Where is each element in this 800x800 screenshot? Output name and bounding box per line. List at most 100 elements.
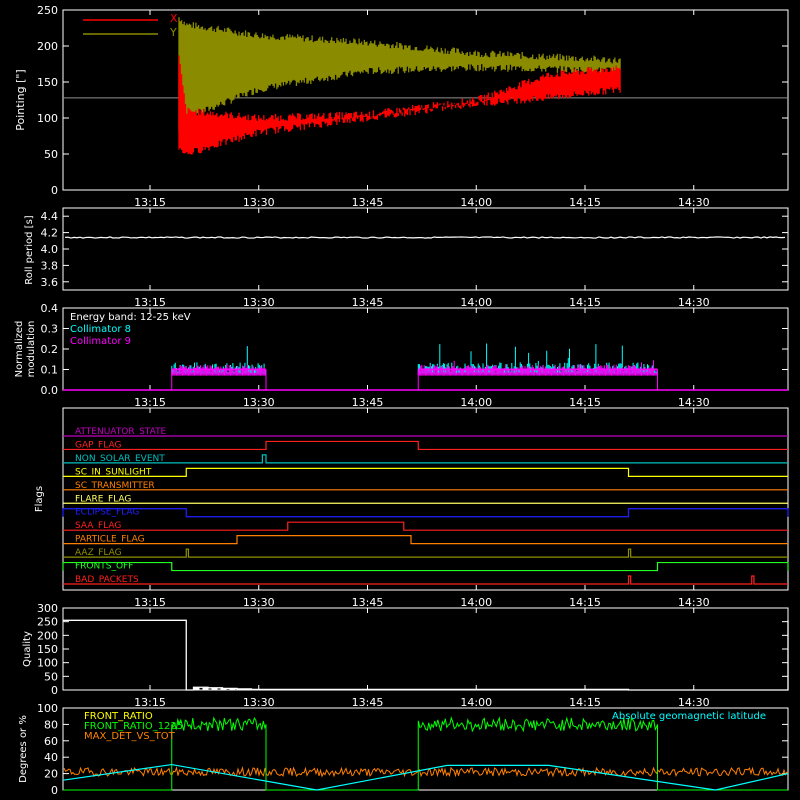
flag-trace-saa-flag [63,521,788,531]
y-tick-label: 4.4 [41,210,59,223]
x-tick-label-4: 14:15 [569,296,601,309]
y-tick-label: 3.6 [41,276,59,289]
roll-period-ylabel: Roll period [s] [24,215,35,284]
x-tick-label-0: 13:15 [134,396,166,409]
y-tick-label: 150 [37,643,58,656]
energy-band-annotation: Energy band: 12-25 keV [70,312,191,323]
y-tick-label: 3.8 [41,259,59,272]
ratio-frame [62,707,789,791]
y-tick-label: 100 [37,112,58,125]
quality-spike [202,687,209,690]
x-tick-label-5: 14:30 [678,396,710,409]
x-tick-label-5: 14:30 [678,196,710,209]
x-tick-label-2: 13:45 [352,596,384,609]
y-tick-label: 100 [37,657,58,670]
ratio-marks [62,716,789,791]
quality-ylabel: Quality [22,631,33,667]
y-tick-label: 60 [44,735,58,748]
flags-traces: ATTENUATOR_STATE GAP_FLAG NON_SOLAR_EVENT S… [62,427,789,585]
y-tick-label: 200 [37,40,58,53]
x-tick-label-1: 13:30 [243,196,275,209]
max-det-vs-tot-line [63,766,788,778]
y-tick-label: 0.3 [41,323,59,336]
x-tick-label-4: 14:15 [569,396,601,409]
flag-trace-gap-flag [63,440,788,451]
quality-xticks: 13:15 13:30 13:45 14:00 14:15 14:30 [134,608,710,709]
pointing-xticks: 13:15 13:30 13:45 14:00 14:15 14:30 [134,10,710,209]
legend-x-label: X [170,12,178,25]
collimator-9-bars-0 [171,364,266,376]
y-tick-label: 250 [37,616,58,629]
x-tick-label-0: 13:15 [134,596,166,609]
ratio-panel: 0 20 40 60 80 100 Degrees or % FRONT_RATIO FR… [18,702,789,797]
flag-label-flare-flag: FLARE_FLAG [75,494,131,504]
quality-spike [220,688,227,690]
modulation-panel: 0.0 0.1 0.2 0.3 0.4 13:15 13:30 13:45 14:00 14:1… [14,302,789,409]
pointing-frame [62,9,789,191]
flag-label-particle-flag: PARTICLE_FLAG [75,535,145,545]
y-tick-label: 200 [37,629,58,642]
geomagnetic-latitude-line [62,763,789,791]
x-tick-label-4: 14:15 [569,596,601,609]
legend-front-ratio-1225: FRONT_RATIO_1225 [84,721,183,732]
flag-trace-aaz-flag [63,548,788,558]
flag-trace-non-solar-event [63,454,788,464]
x-tick-label-3: 14:00 [460,596,492,609]
flag-label-eclipse-flag: ECLIPSE_FLAG [75,508,139,518]
x-tick-label-0: 13:15 [134,196,166,209]
y-tick-label: 40 [44,751,58,764]
x-tick-label-0: 13:15 [134,296,166,309]
pointing-legend: X Y [83,12,178,39]
y-tick-label: 100 [37,702,58,715]
geomagnetic-latitude-label: Absolute geomagnetic latitude [612,711,766,722]
y-tick-label: 0 [51,684,58,697]
series-x-envelope [178,55,621,155]
quality-marks [63,619,789,691]
x-tick-label-3: 14:00 [460,396,492,409]
y-tick-label: 0.2 [41,343,59,356]
y-tick-label: 4.0 [41,243,59,256]
legend-y-label: Y [169,26,177,39]
roll-period-panel: 3.6 3.8 4.0 4.2 4.4 13:15 13:30 13:45 14:00 14:1… [24,207,789,309]
y-tick-label: 0.4 [41,302,59,315]
ratio-ylabel: Degrees or % [18,715,29,783]
quality-spike [211,688,218,690]
x-tick-label-5: 14:30 [678,596,710,609]
y-tick-label: 50 [44,670,58,683]
flag-trace-sc-in-sunlight [63,467,788,477]
flags-ylabel: Flags [34,486,45,512]
y-tick-label: 4.2 [41,227,59,240]
x-tick-label-4: 14:15 [569,696,601,709]
y-tick-label: 0.0 [41,384,59,397]
flag-label-saa-flag: SAA_FLAG [75,521,121,531]
x-tick-label-3: 14:00 [460,296,492,309]
legend-max-det-vs-tot: MAX_DET_VS_TOT [84,731,176,742]
modulation-xticks: 13:15 13:30 13:45 14:00 14:15 14:30 [134,308,710,409]
x-tick-label-1: 13:30 [243,696,275,709]
flag-trace-fronts-off [62,561,789,572]
roll-period-yticks: 3.6 3.8 4.0 4.2 4.4 [41,210,788,289]
y-tick-label: 250 [37,4,58,17]
pointing-ylabel: Pointing ["] [14,69,27,130]
quality-line [63,619,789,691]
legend-collimator-9: Collimator 9 [70,336,131,347]
pointing-marks [63,17,788,155]
quality-spike [238,689,245,690]
modulation-ylabel: Normalized modulation [14,321,37,378]
y-tick-label: 0 [51,784,58,797]
front-ratio-1225-line [63,716,788,791]
x-tick-label-2: 13:45 [352,396,384,409]
modulation-ylabel-line1: Normalized [14,321,25,378]
x-tick-label-5: 14:30 [678,696,710,709]
x-tick-label-2: 13:45 [352,696,384,709]
x-tick-label-2: 13:45 [352,296,384,309]
flag-label-non-solar-event: NON_SOLAR_EVENT [75,454,165,464]
flag-label-bad-packets: BAD_PACKETS [75,575,139,585]
flag-label-aaz-flag: AAZ_FLAG [75,548,122,558]
roll-period-xticks: 13:15 13:30 13:45 14:00 14:15 14:30 [134,208,710,309]
roll-period-line [64,236,786,239]
y-tick-label: 0 [51,184,58,197]
y-tick-label: 150 [37,76,58,89]
